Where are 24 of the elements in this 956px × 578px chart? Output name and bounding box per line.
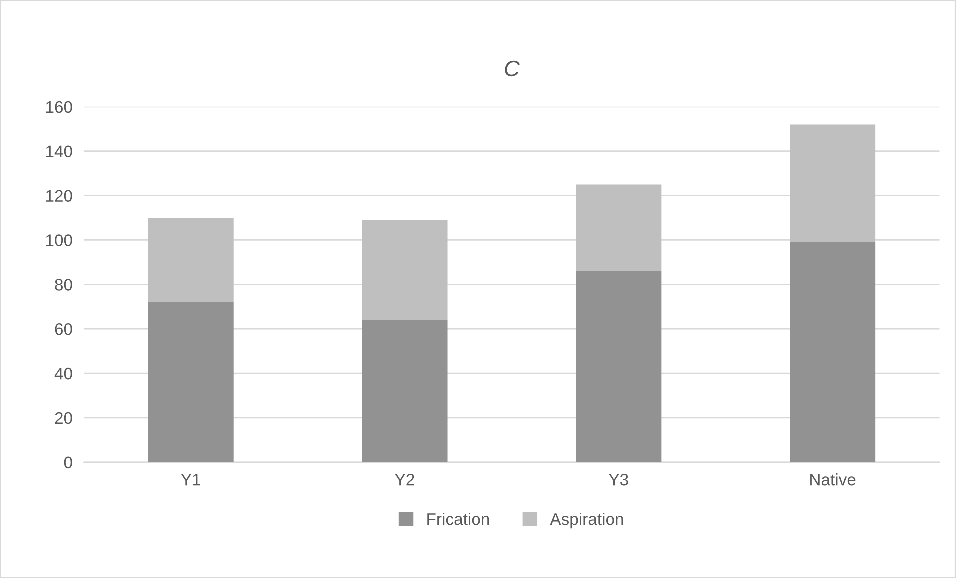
- chart-title: C: [505, 60, 520, 77]
- y-tick-label: 60: [55, 324, 72, 336]
- y-tick-label: 40: [54, 368, 72, 380]
- bar: [790, 124, 876, 242]
- bar: [576, 184, 662, 272]
- bar: [362, 220, 448, 320]
- x-tick-label: Y3: [609, 474, 628, 486]
- y-tick-label: 160: [46, 101, 72, 114]
- y-tick-label: 120: [46, 190, 72, 202]
- x-tick-label: Native: [810, 474, 856, 486]
- y-tick-label: 20: [55, 412, 72, 424]
- bar: [148, 218, 234, 302]
- bar: [362, 320, 448, 462]
- y-tick-label: 100: [46, 234, 72, 246]
- x-tick-label: Y2: [395, 474, 414, 486]
- legend-label: Frication: [428, 513, 490, 526]
- legend-label: Aspiration: [550, 513, 624, 529]
- bar: [148, 302, 234, 462]
- bar: [576, 271, 662, 462]
- x-tick-label: Y1: [181, 474, 200, 486]
- bar: [790, 242, 876, 462]
- y-tick-label: 140: [46, 146, 72, 158]
- y-tick-label: 80: [55, 279, 72, 291]
- y-tick-label: 0: [64, 456, 72, 469]
